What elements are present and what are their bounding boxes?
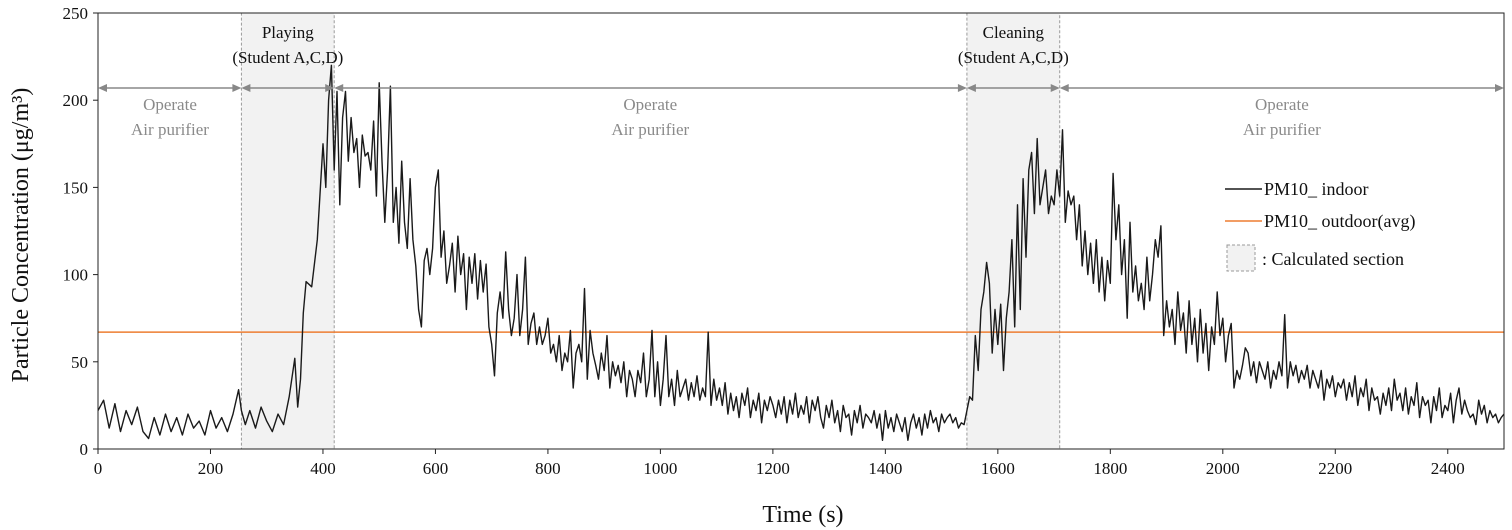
operate-arrow-2-head-left — [334, 84, 344, 92]
axes: 0 50 100 150 200 250 0 200 400 600 800 1000 1200 1400… — [63, 4, 1505, 478]
calculated-section-1 — [240, 12, 335, 450]
x-tick-label: 2200 — [1318, 459, 1352, 478]
x-tick-label: 600 — [423, 459, 449, 478]
y-tick-label: 50 — [71, 353, 88, 372]
indoor-series-line — [97, 64, 1505, 441]
section-arrow-1-head-left — [241, 84, 251, 92]
legend-indoor-label: PM10_ indoor — [1264, 179, 1369, 199]
x-tick-label: 800 — [535, 459, 561, 478]
y-tick-label: 250 — [63, 4, 89, 23]
x-tick-label: 400 — [310, 459, 336, 478]
operate-label-line1: Operate — [1255, 95, 1309, 114]
calculated-section-2 — [966, 12, 1061, 450]
legend: PM10_ indoor PM10_ outdoor(avg) : Calcul… — [1225, 179, 1416, 272]
section-label-line2: (Student A,C,D) — [232, 48, 343, 67]
x-tick-label: 1200 — [756, 459, 790, 478]
section-arrow-2-head-right — [1050, 84, 1060, 92]
section-arrow-1-head-right — [325, 84, 335, 92]
y-tick-label: 150 — [63, 178, 89, 197]
x-axis-title: Time (s) — [762, 502, 843, 528]
x-tick-label: 2000 — [1206, 459, 1240, 478]
y-axis-title: Particle Concentration (μg/m³) — [8, 88, 34, 383]
x-tick-label: 1400 — [868, 459, 902, 478]
operate-arrow-2-head-right — [957, 84, 967, 92]
x-tick-label: 0 — [94, 459, 103, 478]
section-label-line2: (Student A,C,D) — [958, 48, 1069, 67]
operate-label-line2: Air purifier — [1243, 120, 1321, 139]
operate-arrow-3-head-left — [1059, 84, 1069, 92]
indoor-series — [97, 64, 1505, 441]
calculated-sections — [240, 12, 1061, 450]
operate-label-line2: Air purifier — [611, 120, 689, 139]
section-arrow-2-head-left — [966, 84, 976, 92]
section-label-line1: Cleaning — [983, 23, 1045, 42]
section-label-line1: Playing — [262, 23, 314, 42]
x-tick-label: 1000 — [643, 459, 677, 478]
y-tick-label: 0 — [80, 440, 89, 459]
x-tick-label: 200 — [198, 459, 224, 478]
x-tick-label: 1600 — [981, 459, 1015, 478]
phase-annotations: Operate Air purifier Operate Air purifier Op… — [98, 23, 1504, 139]
x-tick-label: 2400 — [1431, 459, 1465, 478]
plot-frame — [97, 12, 1505, 450]
operate-arrow-1-head-right — [232, 84, 242, 92]
legend-section-label: : Calculated section — [1262, 249, 1404, 269]
operate-label-line2: Air purifier — [131, 120, 209, 139]
operate-label-line1: Operate — [623, 95, 677, 114]
y-tick-label: 100 — [63, 266, 89, 285]
operate-arrow-1-head-left — [98, 84, 107, 92]
y-tick-label: 200 — [63, 91, 89, 110]
operate-label-line1: Operate — [143, 95, 197, 114]
x-tick-label: 1800 — [1093, 459, 1127, 478]
legend-outdoor-label: PM10_ outdoor(avg) — [1264, 211, 1416, 232]
legend-section-swatch — [1226, 244, 1256, 272]
operate-arrow-3-head-right — [1495, 84, 1504, 92]
